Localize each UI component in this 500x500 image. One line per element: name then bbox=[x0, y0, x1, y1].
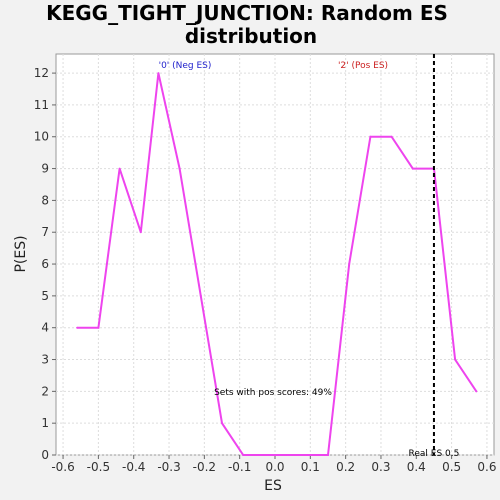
data-point bbox=[157, 72, 159, 74]
data-point bbox=[306, 454, 308, 456]
y-tick-label: 11 bbox=[34, 98, 49, 112]
data-point bbox=[200, 295, 202, 297]
x-tick-label: -0.5 bbox=[87, 460, 110, 474]
chart-title-line2: distribution bbox=[185, 24, 317, 48]
x-tick-label: 0.2 bbox=[336, 460, 355, 474]
x-tick-label: -0.3 bbox=[157, 460, 180, 474]
data-point bbox=[140, 231, 142, 233]
y-tick-label: 2 bbox=[41, 384, 49, 398]
x-tick-label: 0.6 bbox=[477, 460, 496, 474]
y-tick-label: 10 bbox=[34, 130, 49, 144]
y-tick-label: 8 bbox=[41, 193, 49, 207]
data-point bbox=[285, 454, 287, 456]
y-tick-label: 1 bbox=[41, 416, 49, 430]
neg-es-label: '0' (Neg ES) bbox=[159, 61, 212, 71]
x-tick-label: -0.2 bbox=[193, 460, 216, 474]
data-point bbox=[97, 327, 99, 329]
data-point bbox=[475, 390, 477, 392]
y-tick-label: 6 bbox=[41, 257, 49, 271]
y-tick-label: 9 bbox=[41, 162, 49, 176]
x-tick-label: 0.3 bbox=[371, 460, 390, 474]
y-tick-label: 5 bbox=[41, 289, 49, 303]
data-point bbox=[391, 136, 393, 138]
data-point bbox=[454, 359, 456, 361]
data-point bbox=[348, 263, 350, 265]
data-point bbox=[327, 454, 329, 456]
x-tick-label: -0.6 bbox=[51, 460, 74, 474]
y-tick-label: 7 bbox=[41, 225, 49, 239]
pos-es-label: '2' (Pos ES) bbox=[338, 61, 388, 71]
y-tick-label: 0 bbox=[41, 448, 49, 462]
data-point bbox=[412, 168, 414, 170]
data-point bbox=[119, 168, 121, 170]
x-tick-label: 0.5 bbox=[442, 460, 461, 474]
pos-scores-label: Sets with pos scores: 49% bbox=[214, 388, 332, 398]
y-tick-label: 3 bbox=[41, 353, 49, 367]
data-point bbox=[179, 168, 181, 170]
data-point bbox=[263, 454, 265, 456]
x-tick-label: 0.0 bbox=[265, 460, 284, 474]
chart-title-line1: KEGG_TIGHT_JUNCTION: Random ES bbox=[46, 1, 448, 25]
x-tick-label: 0.1 bbox=[301, 460, 320, 474]
x-tick-label: 0.4 bbox=[407, 460, 426, 474]
y-axis-label: P(ES) bbox=[13, 235, 29, 272]
data-point bbox=[76, 327, 78, 329]
real-es-label: Real ES 0.5 bbox=[409, 449, 460, 459]
data-point bbox=[221, 422, 223, 424]
x-axis-label: ES bbox=[264, 478, 282, 494]
data-point bbox=[242, 454, 244, 456]
x-tick-label: -0.4 bbox=[122, 460, 145, 474]
y-tick-label: 12 bbox=[34, 66, 49, 80]
y-tick-label: 4 bbox=[41, 321, 49, 335]
x-tick-label: -0.1 bbox=[228, 460, 251, 474]
data-point bbox=[369, 136, 371, 138]
